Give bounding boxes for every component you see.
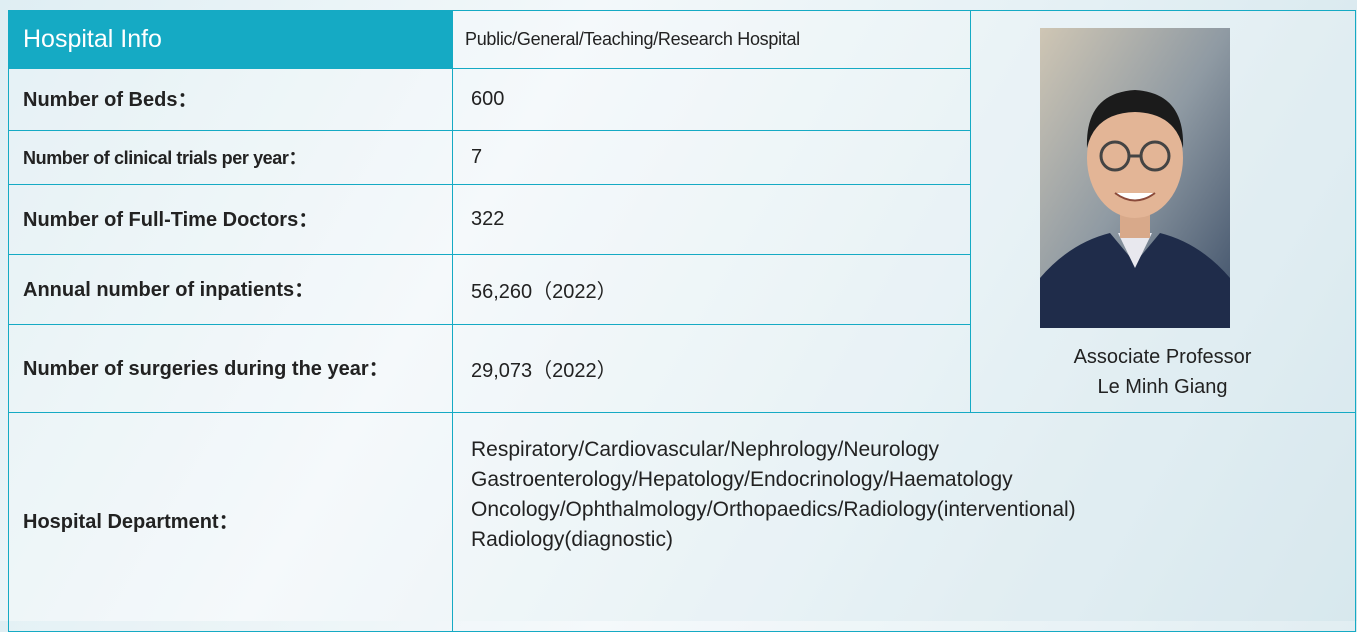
- department-list: Respiratory/Cardiovascular/Nephrology/Ne…: [452, 412, 1356, 632]
- row-value: 7: [452, 130, 971, 185]
- department-label: Hospital Department：: [8, 412, 453, 632]
- row-value: 600: [452, 68, 971, 131]
- row-value: 322: [452, 184, 971, 255]
- department-line: Respiratory/Cardiovascular/Nephrology/Ne…: [471, 435, 1355, 465]
- row-value: 29,073（2022）: [452, 324, 971, 413]
- page-body: Hospital Info Public/General/Teaching/Re…: [0, 0, 1357, 621]
- department-line: Gastroenterology/Hepatology/Endocrinolog…: [471, 465, 1355, 495]
- row-label: Number of Full-Time Doctors：: [8, 184, 453, 255]
- department-line: Radiology(diagnostic): [471, 525, 1355, 555]
- person-title: Associate Professor: [970, 346, 1355, 369]
- hospital-type: Public/General/Teaching/Research Hospita…: [452, 10, 971, 69]
- portrait-photo: [1040, 28, 1230, 328]
- row-label: Annual number of inpatients：: [8, 254, 453, 325]
- row-label: Number of surgeries during the year：: [8, 324, 453, 413]
- department-line: Oncology/Ophthalmology/Orthopaedics/Radi…: [471, 495, 1355, 525]
- person-name: Le Minh Giang: [970, 376, 1355, 399]
- page: Hospital Info {"header": {"title": "Hosp…: [0, 0, 1357, 621]
- row-label: Number of clinical trials per year：: [8, 130, 453, 185]
- header-title: Hospital Info: [8, 10, 453, 69]
- row-value: 56,260（2022）: [452, 254, 971, 325]
- row-label: Number of Beds：: [8, 68, 453, 131]
